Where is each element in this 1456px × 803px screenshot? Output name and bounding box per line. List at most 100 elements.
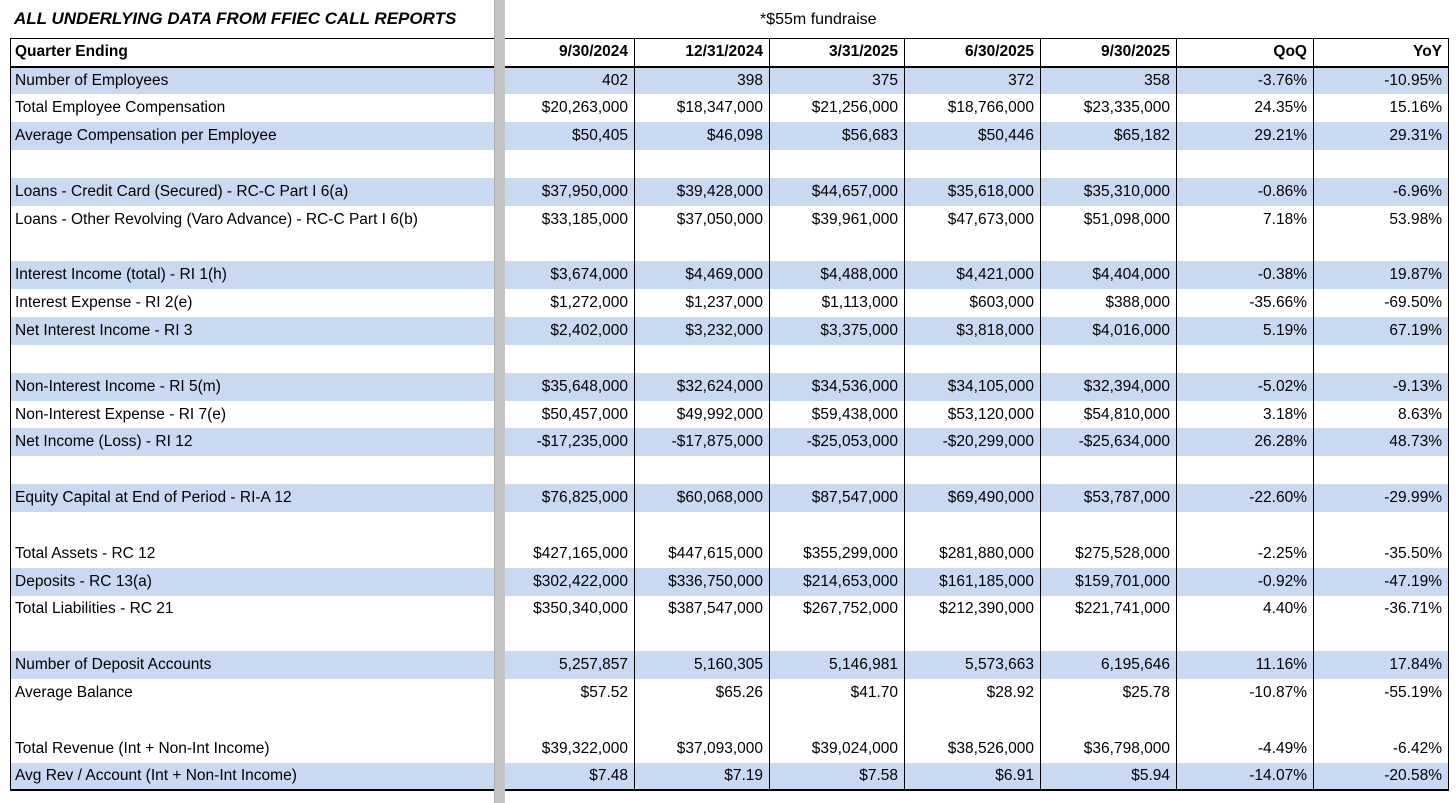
value-cell[interactable]: 402: [497, 66, 635, 95]
column-header-q1-2025[interactable]: 3/31/2025: [769, 38, 905, 68]
empty-cell[interactable]: [769, 706, 905, 735]
value-cell[interactable]: $7.19: [634, 762, 770, 791]
empty-cell[interactable]: [1176, 512, 1314, 540]
value-cell[interactable]: 6,195,646: [1040, 651, 1177, 680]
value-cell[interactable]: -3.76%: [1176, 66, 1314, 95]
value-cell[interactable]: 5.19%: [1176, 317, 1314, 345]
value-cell[interactable]: $20,263,000: [497, 94, 635, 123]
empty-cell[interactable]: [634, 512, 770, 540]
value-cell[interactable]: $5.94: [1040, 762, 1177, 791]
empty-cell[interactable]: [769, 512, 905, 540]
empty-cell[interactable]: [1313, 512, 1449, 540]
value-cell[interactable]: $47,673,000: [904, 205, 1041, 234]
value-cell[interactable]: -$17,235,000: [497, 428, 635, 457]
empty-cell[interactable]: [497, 456, 635, 485]
value-cell[interactable]: $267,752,000: [769, 595, 905, 624]
value-cell[interactable]: -2.25%: [1176, 539, 1314, 568]
value-cell[interactable]: $87,547,000: [769, 484, 905, 512]
empty-cell[interactable]: [904, 233, 1041, 262]
value-cell[interactable]: -35.66%: [1176, 289, 1314, 318]
row-label[interactable]: Loans - Other Revolving (Varo Advance) -…: [15, 210, 418, 228]
value-cell[interactable]: 7.18%: [1176, 205, 1314, 234]
value-cell[interactable]: $44,657,000: [769, 177, 905, 206]
value-cell[interactable]: $54,810,000: [1040, 400, 1177, 429]
value-cell[interactable]: 29.21%: [1176, 122, 1314, 151]
value-cell[interactable]: 29.31%: [1313, 122, 1449, 151]
value-cell[interactable]: 67.19%: [1313, 317, 1449, 345]
value-cell[interactable]: $302,422,000: [497, 567, 635, 596]
value-cell[interactable]: $37,950,000: [497, 177, 635, 206]
row-label[interactable]: Total Assets - RC 12: [15, 544, 156, 562]
empty-cell[interactable]: [497, 233, 635, 262]
empty-cell[interactable]: [904, 456, 1041, 485]
row-label[interactable]: Equity Capital at End of Period - RI-A 1…: [10, 484, 498, 512]
value-cell[interactable]: $7.58: [769, 762, 905, 791]
value-cell[interactable]: 5,573,663: [904, 651, 1041, 680]
empty-cell[interactable]: [1040, 512, 1177, 540]
value-cell[interactable]: $69,490,000: [904, 484, 1041, 512]
value-cell[interactable]: $50,457,000: [497, 400, 635, 429]
value-cell[interactable]: $275,528,000: [1040, 539, 1177, 568]
value-cell[interactable]: 375: [769, 66, 905, 95]
value-cell[interactable]: -0.86%: [1176, 177, 1314, 206]
empty-cell[interactable]: [497, 706, 635, 735]
value-cell[interactable]: 48.73%: [1313, 428, 1449, 457]
value-cell[interactable]: -4.49%: [1176, 734, 1314, 763]
value-cell[interactable]: $50,446: [904, 122, 1041, 151]
value-cell[interactable]: 8.63%: [1313, 400, 1449, 429]
value-cell[interactable]: $32,624,000: [634, 372, 770, 401]
value-cell[interactable]: 11.16%: [1176, 651, 1314, 680]
value-cell[interactable]: $18,347,000: [634, 94, 770, 123]
value-cell[interactable]: -9.13%: [1313, 372, 1449, 401]
value-cell[interactable]: $3,232,000: [634, 317, 770, 345]
row-label[interactable]: Interest Income (total) - RI 1(h): [10, 261, 498, 290]
value-cell[interactable]: $56,683: [769, 122, 905, 151]
value-cell[interactable]: 3.18%: [1176, 400, 1314, 429]
value-cell[interactable]: -36.71%: [1313, 595, 1449, 624]
empty-cell[interactable]: [634, 344, 770, 373]
column-header-quarter-ending[interactable]: Quarter Ending: [10, 38, 498, 68]
value-cell[interactable]: $35,618,000: [904, 177, 1041, 206]
value-cell[interactable]: $21,256,000: [769, 94, 905, 123]
value-cell[interactable]: $427,165,000: [497, 539, 635, 568]
empty-cell[interactable]: [1176, 344, 1314, 373]
empty-cell[interactable]: [634, 233, 770, 262]
column-header-yoy[interactable]: YoY: [1313, 38, 1449, 68]
row-label[interactable]: Avg Rev / Account (Int + Non-Int Income): [10, 762, 498, 791]
empty-cell[interactable]: [1313, 706, 1449, 735]
value-cell[interactable]: $39,428,000: [634, 177, 770, 206]
row-label[interactable]: Net Income (Loss) - RI 12: [10, 428, 498, 457]
empty-cell[interactable]: [634, 150, 770, 178]
value-cell[interactable]: $23,335,000: [1040, 94, 1177, 123]
value-cell[interactable]: $4,421,000: [904, 261, 1041, 290]
value-cell[interactable]: $603,000: [904, 289, 1041, 318]
value-cell[interactable]: $38,526,000: [904, 734, 1041, 763]
empty-cell[interactable]: [769, 150, 905, 178]
value-cell[interactable]: $388,000: [1040, 289, 1177, 318]
empty-cell[interactable]: [497, 150, 635, 178]
value-cell[interactable]: 53.98%: [1313, 205, 1449, 234]
row-label[interactable]: Total Liabilities - RC 21: [15, 600, 174, 618]
value-cell[interactable]: $2,402,000: [497, 317, 635, 345]
value-cell[interactable]: 17.84%: [1313, 651, 1449, 680]
value-cell[interactable]: -10.95%: [1313, 66, 1449, 95]
row-label[interactable]: Deposits - RC 13(a): [10, 567, 498, 596]
value-cell[interactable]: $60,068,000: [634, 484, 770, 512]
row-label[interactable]: Interest Expense - RI 2(e): [15, 294, 193, 312]
value-cell[interactable]: -55.19%: [1313, 679, 1449, 707]
empty-cell[interactable]: [1040, 623, 1177, 652]
value-cell[interactable]: $36,798,000: [1040, 734, 1177, 763]
value-cell[interactable]: -$25,634,000: [1040, 428, 1177, 457]
empty-cell[interactable]: [11, 512, 498, 540]
empty-cell[interactable]: [904, 344, 1041, 373]
value-cell[interactable]: -10.87%: [1176, 679, 1314, 707]
value-cell[interactable]: $4,469,000: [634, 261, 770, 290]
value-cell[interactable]: $35,648,000: [497, 372, 635, 401]
value-cell[interactable]: $65,182: [1040, 122, 1177, 151]
empty-cell[interactable]: [1313, 623, 1449, 652]
empty-cell[interactable]: [904, 512, 1041, 540]
value-cell[interactable]: -5.02%: [1176, 372, 1314, 401]
value-cell[interactable]: $3,818,000: [904, 317, 1041, 345]
value-cell[interactable]: -20.58%: [1313, 762, 1449, 791]
value-cell[interactable]: $221,741,000: [1040, 595, 1177, 624]
